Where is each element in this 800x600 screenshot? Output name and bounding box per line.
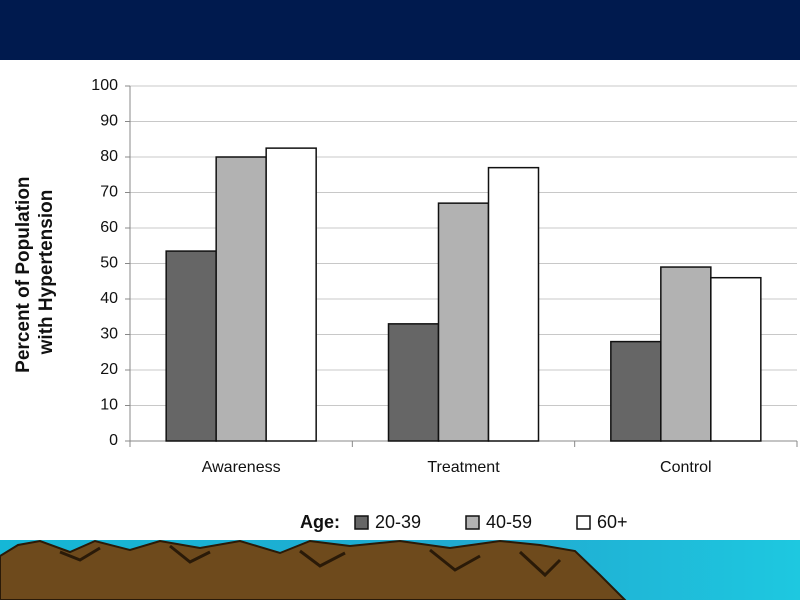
x-tick-label: Awareness: [202, 459, 281, 476]
mountains: [0, 539, 627, 600]
y-axis-label: Percent of Population with Hypertension: [13, 171, 57, 373]
bar: [710, 276, 762, 442]
bar: [215, 156, 267, 442]
x-tick-label: Treatment: [427, 459, 500, 476]
bar: [487, 166, 540, 442]
bar: [387, 323, 440, 442]
legend-title: Age:: [300, 512, 340, 532]
mountain-ridges: [59, 544, 562, 578]
x-tick-label: Control: [660, 459, 712, 476]
bar: [165, 250, 217, 442]
y-axis-label-line: Percent of Population: [13, 176, 34, 372]
y-tick-label: 90: [100, 113, 118, 130]
y-tick-label: 20: [100, 361, 118, 378]
y-tick-label: 0: [109, 432, 118, 449]
y-tick-label: 60: [100, 219, 118, 236]
y-axis-label-line: with Hypertension: [36, 190, 57, 356]
y-tick-label: 40: [100, 290, 118, 307]
legend-swatch: [465, 515, 480, 530]
y-tick-label: 80: [100, 148, 118, 165]
bar: [265, 147, 317, 442]
y-tick-label: 100: [91, 77, 118, 94]
legend-label: 20-39: [375, 512, 421, 532]
legend-swatch: [354, 515, 369, 530]
y-tick-label: 50: [100, 255, 118, 272]
bar: [437, 202, 490, 442]
y-tick-label: 30: [100, 326, 118, 343]
legend-label: 60+: [597, 512, 628, 532]
chart: Percent of Population with Hypertension …: [13, 77, 798, 532]
y-tick-label: 10: [100, 397, 118, 414]
legend-label: 40-59: [486, 512, 532, 532]
header-band: [0, 0, 800, 60]
bar: [610, 340, 662, 442]
legend-swatch: [576, 515, 591, 530]
y-tick-label: 70: [100, 184, 118, 201]
bar: [660, 266, 712, 442]
